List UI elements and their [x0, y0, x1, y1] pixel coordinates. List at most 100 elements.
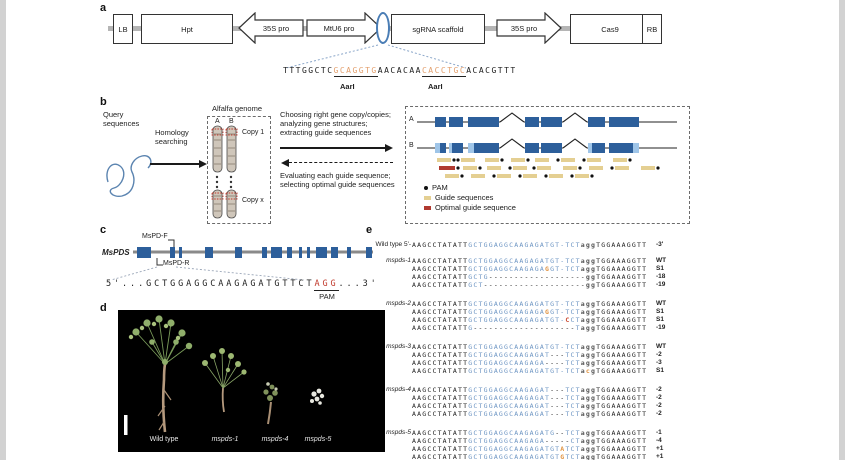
allele-label: mspds-5	[386, 429, 411, 436]
chrom-label-a: A	[215, 118, 220, 125]
panel-a-label: a	[100, 2, 107, 14]
mutation-tag: WT	[656, 300, 667, 307]
mtu6-label: MtU6 pro	[323, 23, 355, 33]
sequence-row: AAGCCTATATTGCTGGAGGCAAGAGATGT-CCTaggTGGA…	[368, 316, 678, 324]
sequence-row: mspds-2 AAGCCTATATTGCTGGAGGCAAGAGATGT-TCT…	[368, 300, 678, 308]
sequence-row: mspds-3 AAGCCTATATTGCTGGAGGCAAGAGATGT-TCT…	[368, 343, 678, 351]
vector-element-35s-right: 35S pro	[496, 11, 562, 45]
dna-sequence: AAGCCTATATTGCTGGAGGCAAGAGAT---TCTaggTGGA…	[412, 351, 648, 359]
callout-lines	[285, 44, 467, 69]
mutation-tag: -2	[656, 394, 662, 401]
mutation-tag: -2	[656, 410, 662, 417]
plant-label-mspds5: mspds-5	[304, 436, 332, 443]
plants-illustration	[124, 315, 325, 435]
forward-text-line1: Choosing right gene copy/copies;	[280, 110, 391, 119]
dna-sequence: AAGCCTATATTGCTGGAGGCAAGAGATGT-TCTaggTGGA…	[412, 257, 648, 265]
sgrna-label: sgRNA scaffold	[412, 24, 464, 34]
sequence-row: mspds-5 AAGCCTATATTGCTGGAGGCAAGAGATG--TCT…	[368, 429, 678, 437]
target-site-sequence: 5'...GCTGGAGGCAAGAGATGTTCTAGG...3'	[106, 279, 379, 291]
forward-arrow-line	[280, 147, 386, 149]
mutation-tag: WT	[656, 343, 667, 350]
hpt-label: Hpt	[181, 24, 193, 34]
copy1-label: Copy 1	[242, 129, 265, 136]
dna-sequence: AAGCCTATATTGCTGGAGGCAAGAGA-----CTaggTGGA…	[412, 437, 648, 445]
sequence-row: AAGCCTATATTGCTGGAGGCAAGAGAT---TCTaggTGGA…	[368, 351, 678, 359]
back-text-line2: selecting optimal guide sequences	[280, 180, 395, 189]
vector-element-rb: RB	[642, 14, 662, 44]
query-sequence-squiggle	[106, 154, 152, 198]
sequence-row: AAGCCTATATTGCTGGAGGCAAGAGAGGT-TCTaggTGGA…	[368, 308, 678, 316]
copyx-label: Copy x	[242, 197, 264, 204]
mspds-gene-model	[133, 239, 373, 266]
sequence-row: AAGCCTATATTGCTGGAGGCAAGAGAT---TCTaggTGGA…	[368, 402, 678, 410]
sequence-row: AAGCCTATATTGCTGGAGGCAAGAGAGGT-TCTaggTGGA…	[368, 265, 678, 273]
chrom-label-b: B	[229, 118, 234, 125]
legend-optimal: Optimal guide sequence	[424, 203, 516, 212]
homology-label-line2: searching	[155, 137, 188, 146]
back-text-line1: Evaluating each guide sequence;	[280, 171, 391, 180]
mutation-tag: -4	[656, 437, 662, 444]
vector-element-35s-left: 35S pro	[238, 11, 304, 45]
right-arrow-shape	[306, 11, 382, 45]
page-edge-right	[839, 0, 845, 460]
panel-d-label: d	[100, 302, 107, 314]
mutation-tag: -2	[656, 351, 662, 358]
vector-element-sgrna: sgRNA scaffold	[391, 14, 485, 44]
guide-insert-oval	[376, 12, 390, 44]
mutation-tag: +1	[656, 445, 664, 452]
primer-f-label: MsPD-F	[142, 233, 168, 240]
homology-arrow-line	[150, 163, 200, 165]
sequence-row: AAGCCTATATTGCTG-------------------ggTGGA…	[368, 273, 678, 281]
mutation-tag: -2	[656, 386, 662, 393]
query-label-line1: Query	[103, 110, 124, 119]
left-arrow-shape	[238, 11, 304, 45]
pam-dot-icon	[424, 185, 428, 190]
sequence-row: AAGCCTATATTGCTGGAGGCAAGAGA-----CTaggTGGA…	[368, 437, 678, 445]
cas9-label: Cas9	[601, 24, 619, 34]
dna-sequence: AAGCCTATATTGCTGGAGGCAAGAGATGT-TCTaggTGGA…	[412, 343, 648, 351]
guide-bar-icon	[424, 195, 431, 200]
back-arrow-head	[281, 158, 289, 167]
panel-e-label: e	[366, 224, 373, 236]
legend-pam: PAM	[424, 183, 448, 192]
sequence-row: AAGCCTATATTGCT--------------------ggTGGA…	[368, 281, 678, 289]
dna-sequence: AAGCCTATATTGCTGGAGGCAAGAGAT---TCTaggTGGA…	[412, 386, 648, 394]
mutation-tag: -3	[656, 359, 662, 366]
sequence-row: AAGCCTATATTGCTGGAGGCAAGAGATGTGTCTaggTGGA…	[368, 453, 678, 460]
rb-label: RB	[646, 24, 658, 34]
mutation-tag: -1	[656, 429, 662, 436]
p35s-right-label: 35S pro	[510, 23, 538, 33]
dna-sequence: AAGCCTATATTGCTGGAGGCAAGAGATG--TCTaggTGGA…	[412, 429, 648, 437]
dna-sequence: AAGCCTATATTGCTGGAGGCAAGAGATGTGTCTaggTGGA…	[412, 453, 648, 460]
sequence-row: AAGCCTATATTGCTGGAGGCAAGAGA----TCTaggTGGA…	[368, 359, 678, 367]
mutation-tag: WT	[656, 257, 667, 264]
vector-element-hpt: Hpt	[141, 14, 233, 44]
sequence-row: AAGCCTATATTGCTGGAGGCAAGAGAT---TCTaggTGGA…	[368, 410, 678, 418]
allele-label: mspds-4	[386, 386, 411, 393]
mutation-tag: -3'	[656, 241, 664, 248]
sequence-alignment: Wild type 5'- AAGCCTATATTGCTGGAGGCAAGAGAT…	[368, 0, 678, 460]
allele-label: mspds-1	[386, 257, 411, 264]
plant-label-mspds4: mspds-4	[261, 436, 289, 443]
legend-guides-label: Guide sequences	[435, 193, 494, 202]
sequence-row: AAGCCTATATTG--------------------TaggTGGA…	[368, 324, 678, 332]
chromosome-ideograms	[211, 125, 238, 219]
p35s-left-label: 35S pro	[262, 23, 290, 33]
right-arrow-shape	[496, 11, 562, 45]
gene-name: MsPDS	[102, 248, 130, 257]
primer-r-label: MsPD-R	[163, 260, 190, 267]
homology-arrow-head	[199, 159, 207, 168]
homology-label-line1: Homology	[155, 128, 189, 137]
pam-label: PAM	[319, 292, 335, 301]
enzyme-label-aari-1: AarI	[340, 82, 355, 91]
legend-guides: Guide sequences	[424, 193, 493, 202]
gene-a-label: A	[409, 116, 414, 123]
dna-sequence: AAGCCTATATTGCTGGAGGCAAGAGA----TCTaggTGGA…	[412, 359, 648, 367]
mutation-tag: -19	[656, 324, 666, 331]
page-edge-left	[0, 0, 6, 460]
optimal-guide-bar-icon	[424, 205, 431, 210]
mutation-tag: S1	[656, 265, 664, 272]
sequence-row: AAGCCTATATTGCTGGAGGCAAGAGAT---TCTaggTGGA…	[368, 394, 678, 402]
gene-b-label: B	[409, 142, 414, 149]
